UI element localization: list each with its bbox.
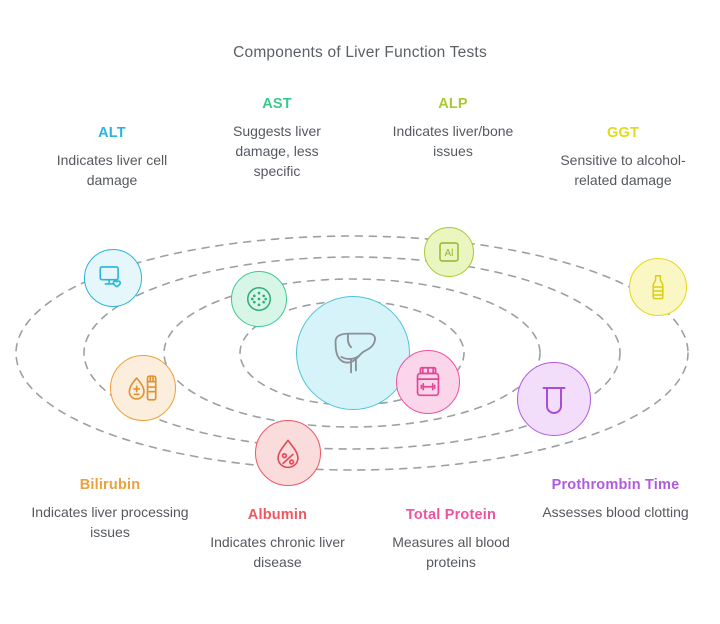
label-ggt: GGT Sensitive to alcohol-related damage: [533, 125, 713, 191]
label-alt-name: ALT: [98, 125, 126, 141]
protein-jar-icon: [416, 366, 440, 397]
label-ast-desc: Suggests liver damage, less specific: [233, 122, 321, 179]
label-albumin-name: Albumin: [247, 507, 308, 523]
test-tube-icon: [542, 387, 566, 414]
node-ast[interactable]: [231, 271, 287, 327]
label-bilirubin-desc: Indicates liver processing issues: [31, 503, 189, 540]
element-al-icon: Al: [439, 242, 459, 262]
label-bilirubin: Bilirubin Indicates liver processing iss…: [10, 477, 210, 543]
label-alt-desc: Indicates liver cell damage: [56, 151, 168, 188]
node-alt[interactable]: [84, 249, 142, 307]
node-ggt[interactable]: [629, 258, 687, 316]
page-title: Components of Liver Function Tests: [233, 44, 487, 61]
center-liver-node[interactable]: [296, 296, 410, 410]
label-alt: ALT Indicates liver cell damage: [12, 125, 212, 191]
blood-drop-tube-icon: [128, 375, 157, 401]
label-prothrombin-time-name: Prothrombin Time: [551, 477, 680, 493]
liver-icon: [334, 332, 376, 374]
label-total-protein: Total Protein Measures all blood protein…: [366, 507, 536, 573]
node-total-protein[interactable]: [396, 350, 460, 414]
label-prothrombin-time: Prothrombin Time Assesses blood clotting: [518, 477, 713, 523]
label-total-protein-name: Total Protein: [405, 507, 497, 523]
label-total-protein-desc: Measures all blood proteins: [392, 533, 510, 570]
cell-dots-icon: [246, 286, 272, 312]
label-ast: AST Suggests liver damage, less specific: [192, 96, 362, 182]
orbit-ring-4: [15, 235, 689, 471]
label-albumin: Albumin Indicates chronic liver disease: [190, 507, 365, 573]
bottle-icon: [652, 275, 664, 300]
label-prothrombin-time-desc: Assesses blood clotting: [542, 503, 689, 520]
node-albumin[interactable]: [255, 420, 321, 486]
label-alp: ALP Indicates liver/bone issues: [368, 96, 538, 162]
node-bilirubin[interactable]: [110, 355, 176, 421]
label-ggt-desc: Sensitive to alcohol-related damage: [560, 151, 686, 188]
node-prothrombin-time[interactable]: [517, 362, 591, 436]
label-bilirubin-name: Bilirubin: [79, 477, 141, 493]
label-alp-desc: Indicates liver/bone issues: [392, 122, 514, 159]
monitor-heart-icon: [99, 266, 122, 288]
label-ast-name: AST: [262, 96, 292, 112]
label-alp-name: ALP: [438, 96, 468, 112]
orbit-ring-3: [83, 256, 621, 450]
svg-text:Al: Al: [445, 248, 454, 259]
label-ggt-name: GGT: [606, 125, 639, 141]
orbit-ring-2: [163, 278, 541, 428]
label-albumin-desc: Indicates chronic liver disease: [210, 533, 345, 570]
node-alp[interactable]: Al: [424, 227, 474, 277]
drop-percent-icon: [277, 439, 299, 469]
